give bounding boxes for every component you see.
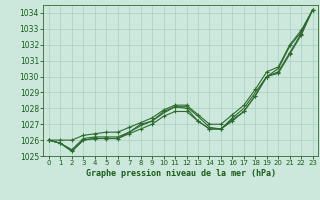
X-axis label: Graphe pression niveau de la mer (hPa): Graphe pression niveau de la mer (hPa) (86, 169, 276, 178)
